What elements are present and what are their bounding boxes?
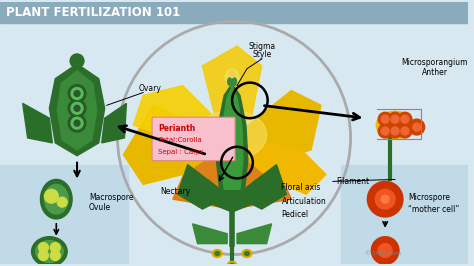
Circle shape	[367, 181, 403, 217]
Circle shape	[398, 124, 412, 138]
Ellipse shape	[215, 252, 220, 255]
Text: Microspore: Microspore	[408, 193, 450, 202]
Polygon shape	[102, 103, 127, 143]
Circle shape	[381, 127, 389, 135]
Polygon shape	[216, 84, 248, 194]
Circle shape	[409, 119, 425, 135]
Text: Ovule: Ovule	[89, 203, 111, 211]
Circle shape	[388, 124, 402, 138]
Text: Stigma: Stigma	[248, 41, 275, 51]
Polygon shape	[57, 71, 97, 150]
Circle shape	[74, 105, 80, 111]
Ellipse shape	[227, 261, 237, 266]
Circle shape	[413, 123, 421, 131]
Text: Petal:Corolla: Petal:Corolla	[158, 137, 202, 143]
Circle shape	[74, 120, 80, 126]
Text: PLANT FERTILIZATION 101: PLANT FERTILIZATION 101	[6, 6, 180, 19]
Bar	[341, 165, 468, 264]
Ellipse shape	[212, 250, 222, 257]
Circle shape	[38, 243, 48, 252]
Polygon shape	[237, 135, 326, 194]
Ellipse shape	[45, 184, 68, 214]
Polygon shape	[221, 88, 243, 189]
Circle shape	[381, 195, 389, 203]
Ellipse shape	[229, 263, 235, 266]
Text: Perianth: Perianth	[158, 124, 195, 132]
Circle shape	[375, 189, 395, 209]
Text: Sepal : Calyx: Sepal : Calyx	[158, 149, 203, 155]
Polygon shape	[208, 179, 257, 212]
Text: Articulation: Articulation	[282, 197, 326, 206]
Polygon shape	[178, 165, 222, 209]
Ellipse shape	[198, 110, 267, 160]
Text: Style: Style	[252, 51, 271, 60]
Circle shape	[381, 115, 389, 123]
Circle shape	[70, 54, 84, 68]
Ellipse shape	[228, 77, 237, 87]
Text: Macrospore: Macrospore	[89, 193, 133, 202]
Circle shape	[50, 251, 60, 260]
Ellipse shape	[242, 250, 252, 257]
Bar	[0, 2, 468, 23]
Circle shape	[378, 124, 392, 138]
Ellipse shape	[36, 241, 63, 262]
Polygon shape	[23, 103, 52, 143]
Circle shape	[378, 244, 392, 257]
Polygon shape	[123, 105, 222, 184]
Ellipse shape	[32, 237, 67, 266]
Text: Microsporangium: Microsporangium	[401, 58, 468, 67]
FancyBboxPatch shape	[152, 117, 235, 161]
Polygon shape	[49, 64, 105, 156]
Circle shape	[71, 117, 83, 129]
Ellipse shape	[229, 70, 235, 78]
Ellipse shape	[225, 69, 239, 87]
Circle shape	[371, 237, 399, 264]
Text: © Study.com: © Study.com	[365, 251, 401, 256]
Text: Anther: Anther	[421, 68, 447, 77]
Circle shape	[57, 197, 67, 207]
Circle shape	[68, 99, 86, 117]
Circle shape	[401, 127, 409, 135]
Circle shape	[45, 189, 58, 203]
Circle shape	[378, 112, 392, 126]
Polygon shape	[242, 165, 286, 209]
Circle shape	[388, 112, 402, 126]
Ellipse shape	[40, 179, 72, 219]
Circle shape	[68, 114, 86, 132]
Circle shape	[50, 243, 60, 252]
Polygon shape	[237, 224, 272, 244]
Text: Floral axis: Floral axis	[282, 183, 321, 192]
Bar	[0, 165, 128, 264]
Polygon shape	[173, 155, 292, 209]
Polygon shape	[242, 90, 321, 160]
Circle shape	[71, 102, 83, 114]
Circle shape	[74, 90, 80, 97]
Polygon shape	[133, 86, 227, 140]
Circle shape	[38, 251, 48, 260]
Text: Nectary: Nectary	[161, 187, 191, 196]
Circle shape	[68, 85, 86, 102]
Text: “mother cell”: “mother cell”	[408, 205, 459, 214]
Polygon shape	[202, 46, 262, 130]
Text: Filament: Filament	[336, 177, 369, 186]
Text: Ovary: Ovary	[139, 84, 162, 93]
Circle shape	[391, 127, 399, 135]
Circle shape	[391, 115, 399, 123]
Polygon shape	[192, 224, 227, 244]
Ellipse shape	[245, 252, 249, 255]
Circle shape	[71, 88, 83, 99]
Text: Pedicel: Pedicel	[282, 210, 309, 219]
Ellipse shape	[376, 111, 414, 139]
Circle shape	[401, 115, 409, 123]
Circle shape	[398, 112, 412, 126]
